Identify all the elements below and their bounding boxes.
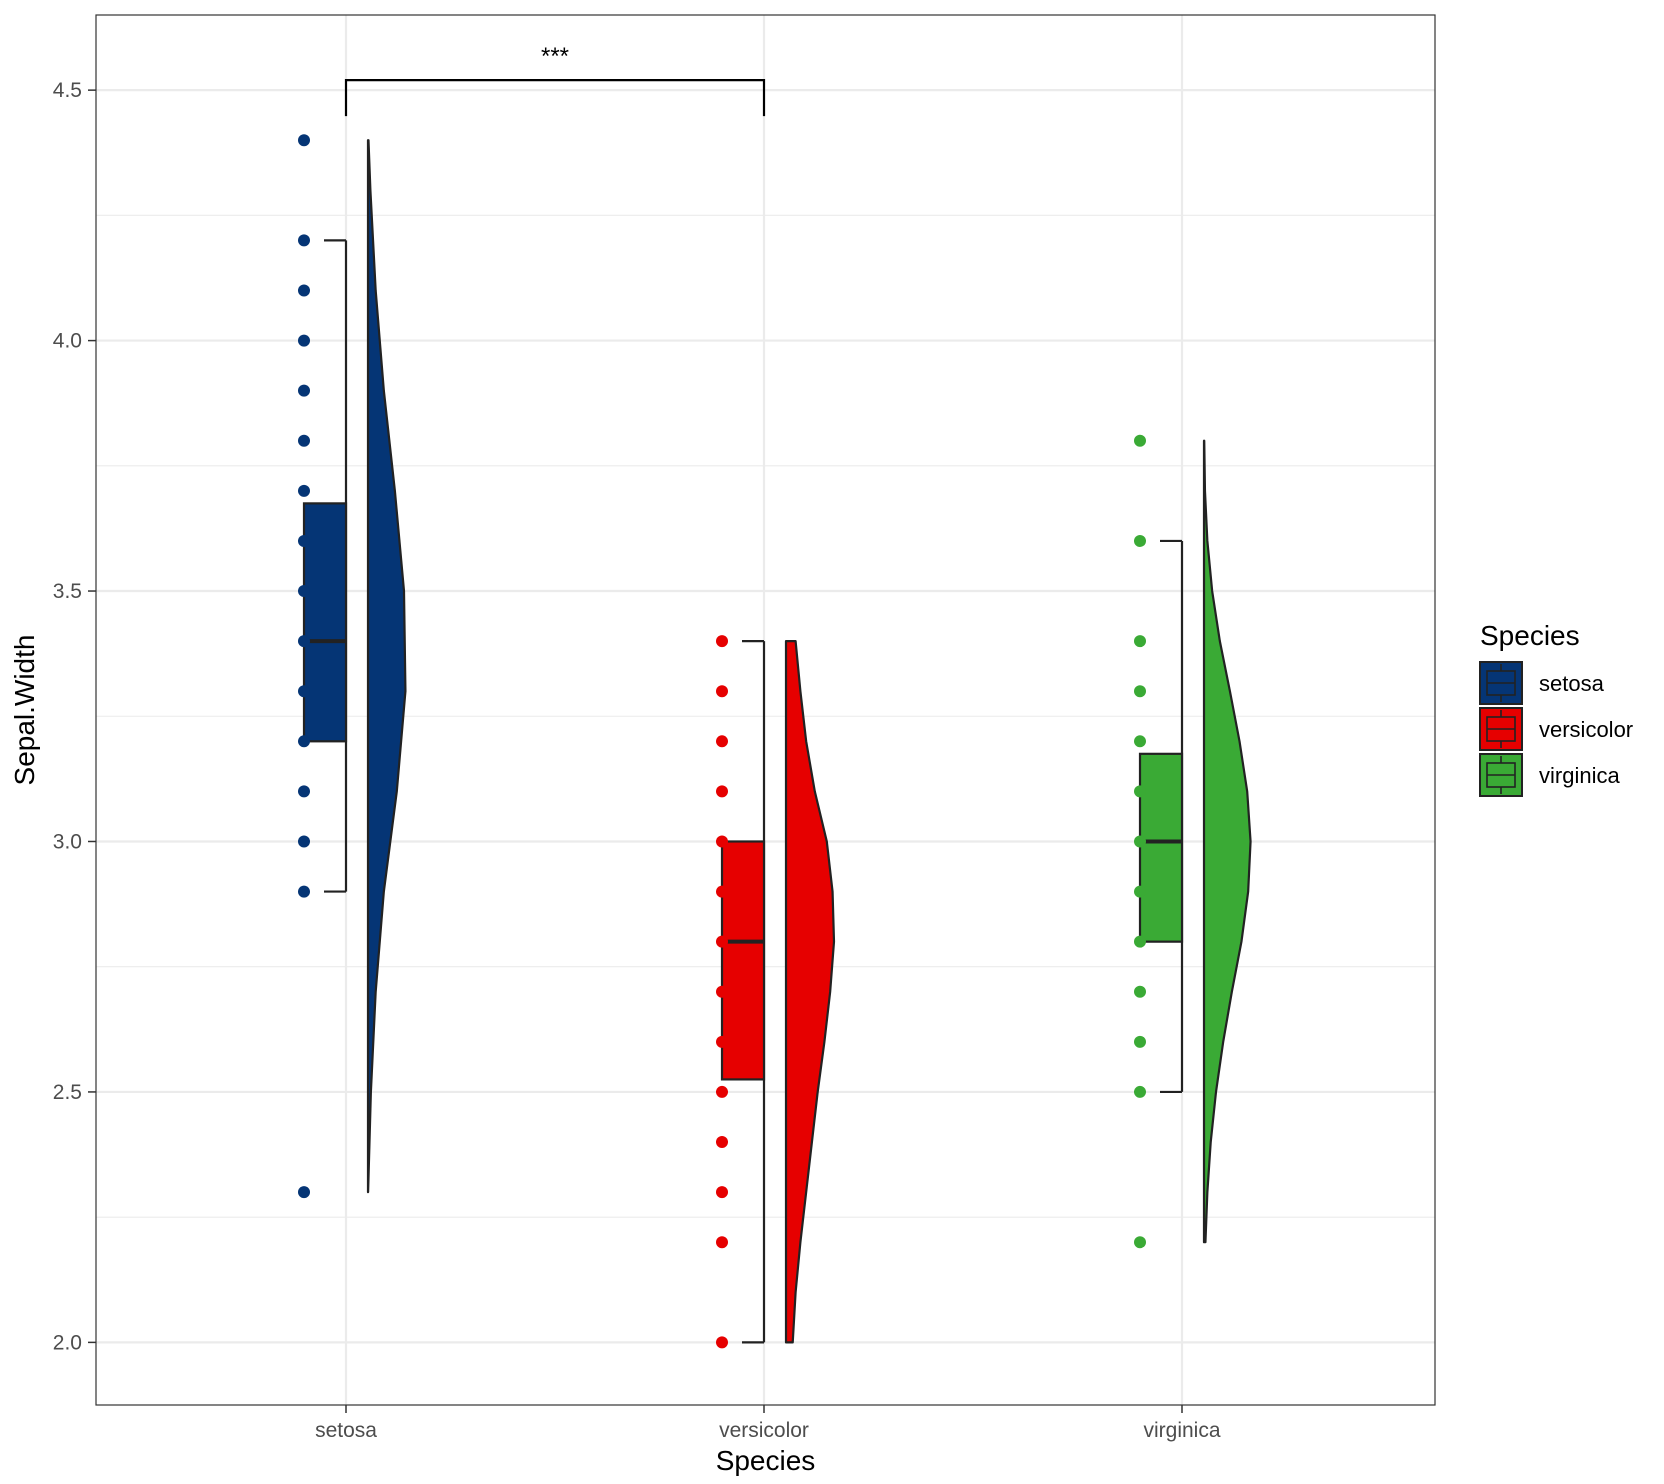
point-setosa xyxy=(298,1186,310,1199)
point-versicolor xyxy=(716,735,728,748)
point-versicolor xyxy=(716,885,728,898)
point-setosa xyxy=(298,534,310,547)
point-setosa xyxy=(298,635,310,648)
density-clouds xyxy=(366,139,1252,1344)
point-setosa xyxy=(298,334,310,347)
point-virginica xyxy=(1134,735,1146,748)
point-setosa xyxy=(298,284,310,297)
y-tick-label: 3.5 xyxy=(53,580,82,603)
point-setosa xyxy=(298,835,310,848)
legend: Species setosa versicolor virginica xyxy=(1479,620,1633,797)
point-virginica xyxy=(1134,835,1146,848)
y-tick-label: 2.5 xyxy=(53,1081,82,1104)
point-versicolor xyxy=(716,1336,728,1349)
point-versicolor xyxy=(716,635,728,648)
y-tick-label: 3.0 xyxy=(53,830,82,853)
point-setosa xyxy=(298,785,310,798)
x-axis: setosa versicolor virginica xyxy=(315,1405,1221,1442)
point-setosa xyxy=(298,685,310,698)
point-virginica xyxy=(1134,635,1146,648)
point-virginica xyxy=(1134,685,1146,698)
point-virginica xyxy=(1134,1085,1146,1098)
x-tick-label: setosa xyxy=(315,1419,377,1442)
y-tick-label: 4.0 xyxy=(53,330,82,353)
density-cloud-versicolor xyxy=(784,640,836,1344)
density-cloud-setosa xyxy=(366,139,407,1194)
x-tick-label: versicolor xyxy=(719,1419,809,1442)
point-virginica xyxy=(1134,1236,1146,1249)
box-versicolor xyxy=(720,840,766,1081)
point-virginica xyxy=(1134,1035,1146,1048)
point-virginica xyxy=(1134,785,1146,798)
point-versicolor xyxy=(716,1136,728,1149)
y-tick-label: 4.5 xyxy=(53,79,82,102)
bracket-line xyxy=(344,79,766,117)
panel-border xyxy=(95,14,1436,1406)
point-setosa xyxy=(298,735,310,748)
density-cloud-virginica xyxy=(1202,439,1252,1244)
box-setosa xyxy=(302,502,348,743)
point-versicolor xyxy=(716,785,728,798)
point-setosa xyxy=(298,434,310,447)
point-virginica xyxy=(1134,885,1146,898)
y-tick-label: 2.0 xyxy=(53,1331,82,1354)
boxplots xyxy=(302,239,1184,1344)
x-axis-title: Species xyxy=(716,1445,816,1476)
significance-bracket: *** xyxy=(344,43,766,117)
point-virginica xyxy=(1134,534,1146,547)
point-setosa xyxy=(298,885,310,898)
point-virginica xyxy=(1134,935,1146,948)
legend-label-versicolor: versicolor xyxy=(1539,717,1633,742)
point-virginica xyxy=(1134,434,1146,447)
point-versicolor xyxy=(716,935,728,948)
point-setosa xyxy=(298,585,310,598)
point-versicolor xyxy=(716,685,728,698)
point-versicolor xyxy=(716,1085,728,1098)
y-axis: 2.0 2.5 3.0 3.5 4.0 4.5 xyxy=(53,79,96,1354)
y-axis-title: Sepal.Width xyxy=(9,635,40,786)
point-setosa xyxy=(298,134,310,147)
legend-label-virginica: virginica xyxy=(1539,763,1620,788)
box-virginica xyxy=(1138,752,1184,943)
point-versicolor xyxy=(716,835,728,848)
point-versicolor xyxy=(716,1236,728,1249)
point-virginica xyxy=(1134,985,1146,998)
x-tick-label: virginica xyxy=(1143,1419,1220,1442)
significance-label: *** xyxy=(541,43,569,70)
point-versicolor xyxy=(716,1035,728,1048)
legend-title: Species xyxy=(1480,620,1580,651)
legend-label-setosa: setosa xyxy=(1539,671,1605,696)
point-setosa xyxy=(298,234,310,247)
point-setosa xyxy=(298,484,310,497)
point-setosa xyxy=(298,384,310,397)
point-versicolor xyxy=(716,985,728,998)
rain-points xyxy=(298,134,1146,1349)
point-versicolor xyxy=(716,1186,728,1199)
